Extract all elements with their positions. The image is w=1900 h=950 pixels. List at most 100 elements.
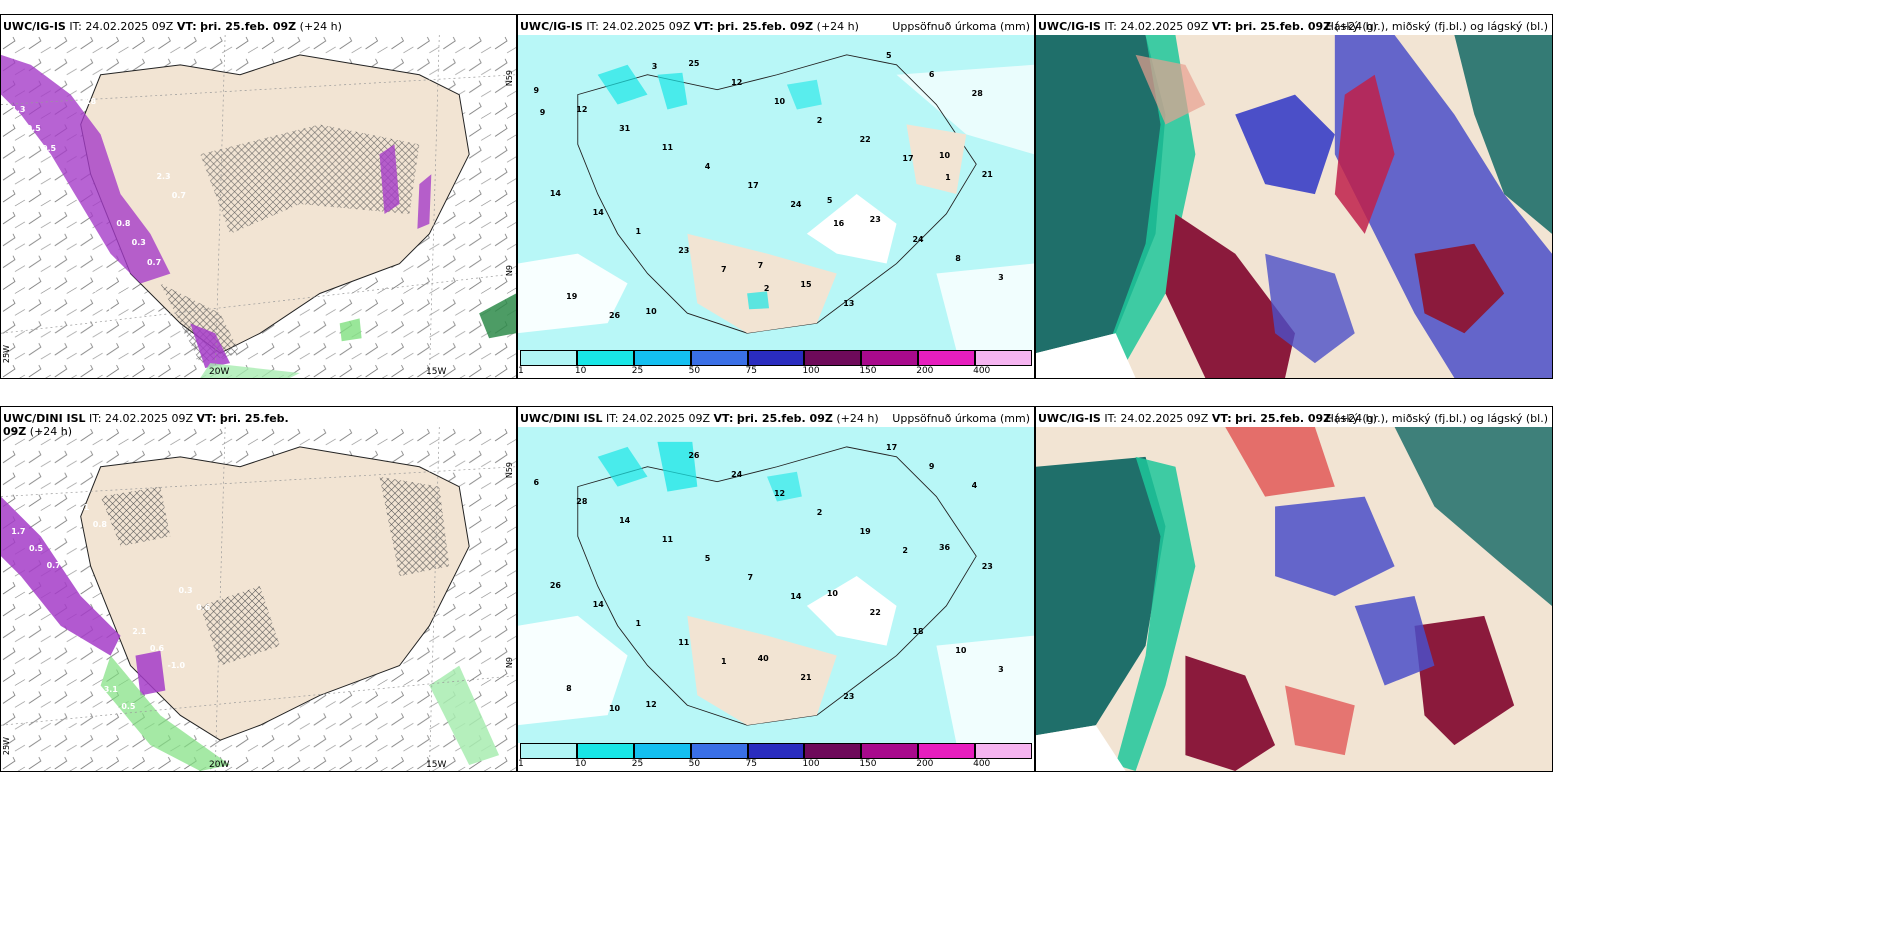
map-value-label: 2.1 — [132, 626, 147, 636]
map-value-label: 0.5 — [41, 143, 57, 153]
map-value-label: 1.3 — [11, 104, 26, 114]
map-value-label: 0.5 — [28, 544, 44, 554]
map-value-label: 12 — [576, 104, 588, 114]
map-value-label: 12 — [773, 488, 786, 498]
panel-title: UWC/IG-IS IT: 24.02.2025 09Z VT: þri. 25… — [1038, 412, 1377, 425]
colorbar-swatch — [633, 350, 691, 366]
precip-green — [479, 293, 516, 339]
map-value-label: -1.0 — [167, 661, 186, 671]
map-value-label: 8 — [955, 253, 961, 263]
cloud-map — [1036, 35, 1552, 378]
lead-time: (+24 h) — [836, 412, 879, 425]
colorbar-tick-label: 1 — [518, 759, 524, 769]
map-value-label: 1.2 — [17, 210, 32, 220]
map-value-label: 26 — [688, 450, 700, 460]
map-value-label: 23 — [869, 215, 881, 225]
init-time: 24.02.2025 09Z — [1120, 412, 1209, 425]
colorbar-swatch — [918, 350, 976, 366]
valid-time: þri. 25.feb. 09Z — [1235, 20, 1332, 33]
model-name: UWC/IG-IS — [520, 20, 583, 33]
panel-title: UWC/DINI ISL IT: 24.02.2025 09Z VT: þri.… — [3, 412, 289, 438]
field-title: Háský (gr.), miðský (fj.bl.) og lágský (… — [1325, 412, 1548, 425]
map-value-label: 2 — [816, 115, 823, 125]
precip-colorbar: 1 10 25 50 75 100 150 200 400 — [518, 743, 1032, 769]
map-value-label: 9 — [928, 461, 935, 471]
lat-label-25w: 25W — [2, 737, 11, 756]
map-value-label: 24 — [912, 234, 924, 244]
iceland-land — [80, 446, 470, 741]
colorbar-tick-label: 1 — [518, 366, 524, 376]
map-value-label: 3 — [651, 61, 658, 71]
valid-time: þri. 25.feb. 09Z — [717, 20, 814, 33]
colorbar-tick-label: 200 — [916, 366, 934, 376]
model-name: UWC/IG-IS — [1038, 20, 1101, 33]
lat-label-n9: N9 — [505, 265, 514, 277]
panel-wind-dini: UWC/DINI ISL IT: 24.02.2025 09Z VT: þri.… — [0, 406, 517, 772]
map-value-label: 2.3 — [156, 171, 171, 181]
cloud-map — [1036, 427, 1552, 771]
map-value-label: 0.6 — [149, 643, 165, 653]
colorbar-tick-label: 75 — [745, 366, 757, 376]
wind-map: 1.3 0.8 2.7 2.3 0.3 0.5 0.3 0.5 0.7 1.0 0.5 0.7 0.8 1… — [1, 35, 516, 378]
map-value-label: 1 — [945, 172, 951, 182]
colorbar-swatch — [918, 743, 976, 759]
map-value-label: 21 — [800, 673, 812, 683]
valid-time: þri. 25.feb. 09Z — [3, 412, 289, 438]
lon-label-15w: 15W — [426, 760, 447, 770]
colorbar-tick-label: 10 — [574, 759, 587, 769]
map-value-label: 8 — [566, 684, 572, 694]
colorbar-tick-label: 25 — [631, 366, 644, 376]
colorbar-tick-label: 150 — [859, 366, 877, 376]
lat-label-n59: N59 — [505, 70, 514, 87]
map-value-label: 1.0 — [106, 304, 122, 314]
panel-clouds-igis: UWC/IG-IS IT: 24.02.2025 09Z VT: þri. 25… — [1035, 14, 1553, 379]
map-value-label: 24 — [731, 469, 743, 479]
panel-title: UWC/IG-IS IT: 24.02.2025 09Z VT: þri. 25… — [520, 20, 859, 33]
map-value-label: 23 — [981, 561, 993, 571]
colorbar-swatch — [861, 743, 919, 759]
map-value-label: 23 — [678, 245, 690, 255]
colorbar-swatch — [975, 743, 1032, 759]
map-value-label: 17 — [747, 180, 759, 190]
colorbar-tick-label: 200 — [916, 759, 934, 769]
map-value-label: 36 — [938, 542, 951, 552]
init-time: 24.02.2025 09Z — [85, 20, 174, 33]
map-value-label: 1 — [721, 657, 727, 667]
map-value-label: 14 — [549, 188, 561, 198]
valid-time: þri. 25.feb. 09Z — [200, 20, 297, 33]
cloud-map-svg — [1036, 35, 1552, 378]
panel-title: UWC/IG-IS IT: 24.02.2025 09Z VT: þri. 25… — [1038, 20, 1377, 33]
map-value-label: 1 — [635, 619, 642, 629]
field-title: Uppsöfnuð úrkoma (mm) — [892, 20, 1030, 33]
map-value-label: 15 — [800, 280, 812, 290]
map-value-label: 17 — [886, 442, 898, 452]
map-value-label: 22 — [859, 134, 871, 144]
map-value-label: 0.5 — [121, 702, 136, 712]
map-value-label: 19 — [859, 527, 871, 537]
map-value-label: 12 — [731, 77, 743, 87]
colorbar-tick-label: 100 — [802, 366, 820, 376]
colorbar-swatch — [747, 743, 805, 759]
colorbar-swatch — [804, 350, 862, 366]
precip-purple — [1, 496, 121, 656]
map-value-label: 31 — [619, 123, 631, 133]
colorbar-tick-label: 150 — [859, 759, 877, 769]
map-value-label: 18 — [912, 627, 924, 637]
map-value-label: 24 — [790, 199, 802, 209]
panel-precip-igis: UWC/IG-IS IT: 24.02.2025 09Z VT: þri. 25… — [517, 14, 1035, 379]
map-value-label: 26 — [608, 310, 621, 320]
colorbar-tick-label: 25 — [631, 759, 644, 769]
map-value-label: 6 — [533, 477, 540, 487]
map-value-label: 6 — [928, 69, 935, 79]
map-value-label: 11 — [661, 534, 674, 544]
map-value-label: 12 — [645, 700, 657, 710]
map-value-label: 10 — [938, 150, 951, 160]
panel-wind-igis: UWC/IG-IS IT: 24.02.2025 09Z VT: þri. 25… — [0, 14, 517, 379]
lead-time: (+24 h) — [1334, 20, 1377, 33]
map-value-label: 21 — [981, 169, 993, 179]
cloud-map-svg — [1036, 427, 1552, 771]
colorbar-tick-label: 100 — [802, 759, 820, 769]
wind-map: 1.7 2.1 2.1 0.3 3.1 0.5 0.6 1.1 0.6 0.5 0.7 -1.0 0.8 — [1, 427, 516, 771]
map-value-label: 0.7 — [146, 257, 162, 267]
model-name: UWC/IG-IS — [3, 20, 66, 33]
